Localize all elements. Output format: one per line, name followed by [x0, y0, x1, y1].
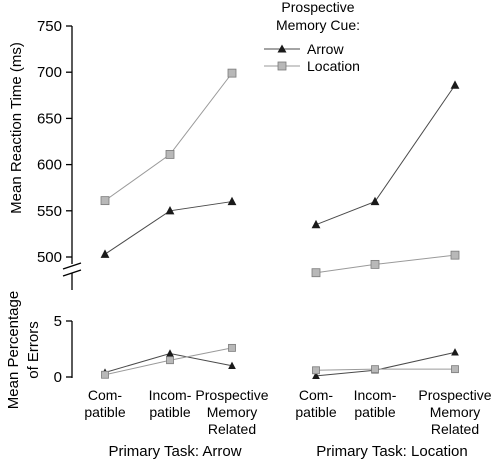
group-labels: Primary Task: Arrow Primary Task: Locati… — [108, 443, 467, 460]
group-label-arrow: Primary Task: Arrow — [108, 443, 241, 460]
legend-location-marker — [277, 61, 287, 71]
category-label-line: Memory — [207, 404, 258, 420]
group-label-location: Primary Task: Location — [316, 443, 467, 460]
errors-point-group2-location-3 — [451, 365, 459, 374]
rt-panel: Mean Reaction Time (ms) 500 550 600 650 700 7… — [8, 18, 460, 290]
rt-line-group2-location — [315, 254, 456, 274]
rt-y-tick-label-750: 750 — [37, 18, 62, 35]
rt-point-group1-location-3 — [227, 68, 237, 78]
errors-point-group2-location-2 — [371, 365, 379, 374]
category-label-group2-3: Prospective Memory Related — [418, 387, 491, 437]
category-label-line: Incom- — [149, 387, 192, 403]
category-label-group1-1: Com-patible — [84, 387, 125, 420]
category-label-line: Prospective — [418, 387, 491, 403]
legend-title-line-2: Memory Cue: — [276, 17, 360, 33]
legend-arrow-marker — [277, 44, 287, 53]
errors-point-group1-location-1 — [101, 370, 109, 379]
rt-axis-break — [62, 262, 82, 290]
rt-point-group1-location-2 — [165, 150, 175, 159]
legend: Prospective Memory Cue: Arrow Location — [264, 0, 360, 74]
category-label-line: Memory — [430, 404, 481, 420]
category-label-line: patible — [149, 404, 190, 420]
category-label-line: Com- — [299, 387, 334, 403]
rt-point-group2-location-1 — [311, 268, 321, 278]
rt-point-group2-arrow-1 — [311, 219, 321, 229]
errors-point-group2-arrow-1 — [312, 371, 320, 380]
rt-line-group1-location — [104, 72, 233, 202]
rt-point-group1-location-1 — [100, 196, 110, 206]
legend-location-label: Location — [307, 58, 360, 74]
category-label-group2-1: Com-patible — [295, 387, 336, 420]
category-label-line: patible — [84, 404, 125, 420]
category-label-line: Com- — [88, 387, 123, 403]
category-label-line: Incom- — [354, 387, 397, 403]
rt-y-axis-title: Mean Reaction Time (ms) — [8, 42, 25, 214]
errors-y-ticks: 05 — [54, 313, 72, 386]
errors-y-tick-label-5: 5 — [54, 313, 62, 330]
errors-y-axis-title-line-2: of Errors — [25, 321, 42, 379]
category-label-line: Related — [208, 421, 256, 437]
errors-point-group1-location-2 — [166, 356, 174, 365]
errors-line-group2-arrow — [315, 351, 456, 377]
category-label-line: patible — [295, 404, 336, 420]
legend-arrow-label: Arrow — [307, 41, 344, 57]
rt-point-group2-location-3 — [450, 250, 460, 260]
category-label-line: Prospective — [195, 387, 268, 403]
rt-point-group2-arrow-3 — [450, 80, 460, 89]
rt-point-group1-arrow-1 — [100, 249, 110, 258]
category-label-group2-2: Incom-patible — [354, 387, 397, 420]
rt-y-tick-label-550: 550 — [37, 203, 62, 220]
rt-series — [100, 68, 460, 278]
errors-point-group2-arrow-3 — [451, 348, 459, 356]
errors-point-group2-location-1 — [312, 366, 320, 375]
errors-y-axis-title-line-1: Mean Percentage — [5, 291, 22, 409]
rt-y-tick-label-500: 500 — [37, 249, 62, 266]
rt-y-tick-label-600: 600 — [37, 157, 62, 174]
errors-point-group1-location-3 — [228, 343, 236, 352]
category-label-line: patible — [354, 404, 395, 420]
rt-point-group1-arrow-3 — [227, 196, 237, 206]
errors-y-tick-label-0: 0 — [54, 369, 62, 386]
rt-line-group2-arrow — [315, 84, 456, 226]
rt-point-group2-location-2 — [370, 259, 380, 269]
errors-point-group1-arrow-3 — [228, 361, 236, 369]
rt-y-tick-label-650: 650 — [37, 110, 62, 127]
rt-y-ticks: 500 550 600 650 700 750 — [37, 18, 72, 266]
rt-point-group2-arrow-2 — [370, 196, 380, 206]
errors-line-group2-location — [315, 368, 455, 371]
rt-point-group1-arrow-2 — [165, 206, 175, 215]
legend-title-line-1: Prospective — [281, 0, 354, 15]
errors-point-group1-arrow-2 — [166, 349, 174, 357]
category-label-line: Related — [431, 421, 479, 437]
rt-y-tick-label-700: 700 — [37, 64, 62, 81]
errors-series — [101, 343, 459, 380]
errors-panel: Mean Percentage of Errors 05 — [5, 291, 459, 409]
category-label-group1-2: Incom-patible — [149, 387, 192, 420]
category-label-group1-3: Prospective Memory Related — [195, 387, 268, 437]
